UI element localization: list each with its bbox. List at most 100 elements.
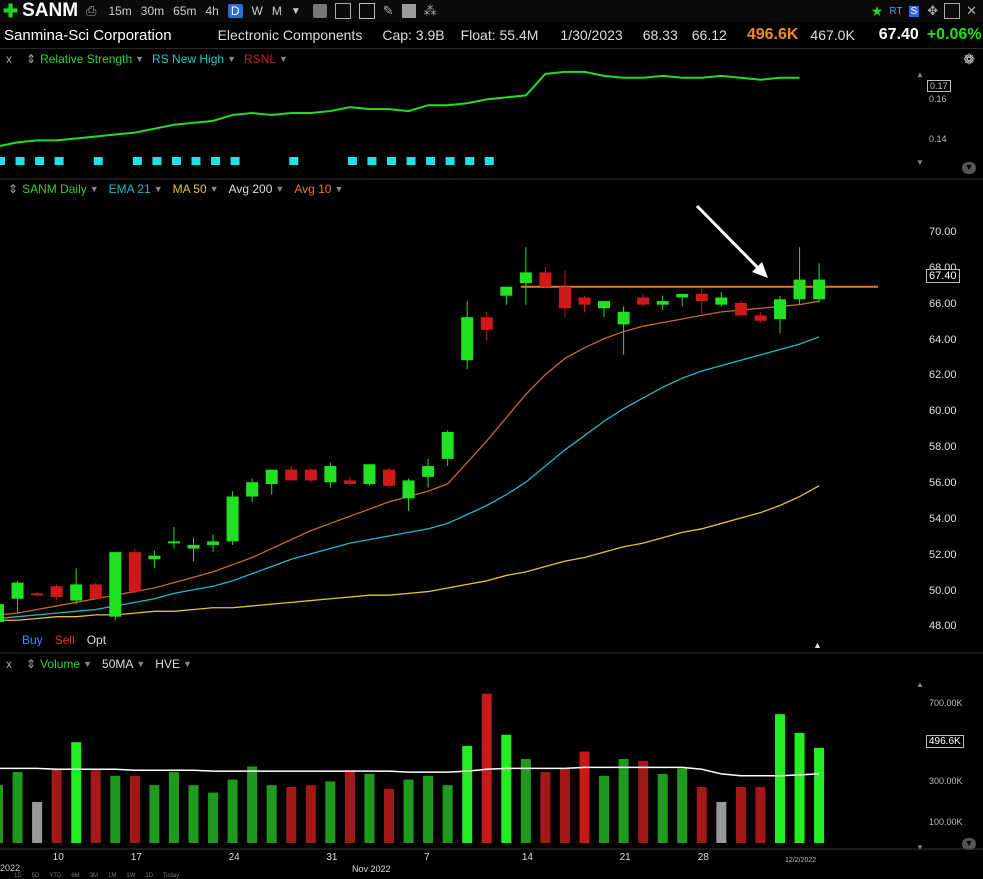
rs-new-high-marker (35, 157, 45, 165)
candle-body (207, 541, 220, 545)
timeframe-d[interactable]: D (227, 4, 243, 18)
volume-panel-close[interactable]: x (6, 657, 12, 671)
volume-collapse-icon[interactable]: ▼ (962, 838, 976, 850)
volume-bar (559, 768, 570, 843)
timeframe-4h[interactable]: 4h (205, 4, 219, 18)
period-button[interactable]: Today (163, 873, 180, 879)
volume-bar (775, 714, 785, 843)
collapse-up-icon[interactable]: ▲ (813, 640, 822, 650)
timeframe-w[interactable]: W (251, 4, 263, 18)
period-button[interactable]: 1D (145, 873, 154, 879)
rs-new-high-marker (289, 157, 299, 165)
calculator-icon[interactable] (358, 3, 375, 19)
move-icon[interactable]: ✥ (927, 3, 939, 18)
ma50-label[interactable]: MA 50 (172, 182, 207, 196)
rs-axis-label: 0.17 (927, 80, 951, 92)
price-axis-label: 66.00 (929, 297, 957, 310)
volume-bar (442, 785, 453, 843)
sell-button[interactable]: Sell (54, 633, 75, 647)
period-button[interactable]: YTD (49, 873, 62, 879)
avg10-label[interactable]: Avg 10 (294, 182, 332, 196)
sanm-daily-label[interactable]: SANM Daily (22, 182, 87, 196)
volume-scroll-down[interactable]: ▼ (916, 843, 924, 852)
candle-body (637, 297, 650, 305)
plus-icon[interactable]: ✚ (3, 0, 19, 21)
candle-body (187, 544, 200, 549)
period-button[interactable]: 5D (31, 873, 40, 879)
avg200-label[interactable]: Avg 200 (228, 182, 273, 196)
volume-50ma-label[interactable]: 50MA (102, 657, 134, 671)
rs-new-high-marker (93, 157, 103, 165)
volume-bar (305, 785, 316, 843)
candle-body (734, 302, 747, 316)
volume-bar (716, 801, 727, 843)
candle-body (148, 555, 161, 560)
rs-collapse-icon[interactable]: ▼ (962, 162, 976, 174)
rs-panel-close[interactable]: x (6, 52, 12, 66)
volume-bar (618, 759, 629, 843)
timeframe-m[interactable]: M (271, 4, 282, 18)
s-icon[interactable]: S (908, 5, 920, 17)
timeframe-65m[interactable]: 65m (173, 4, 197, 18)
candle-body (422, 466, 435, 477)
chart-type-icon[interactable] (312, 4, 327, 18)
window-icon[interactable] (944, 3, 961, 19)
change-percent: +0.06% (926, 26, 982, 43)
rs-new-high-marker (367, 157, 377, 165)
volume-panel-header: x ⇕ Volume ▼ 50MA ▼ HVE ▼ (6, 657, 192, 671)
period-button[interactable]: 6M (71, 873, 80, 879)
date-axis-label: 7 (424, 852, 430, 863)
rs-new-high-marker (152, 157, 162, 165)
palette-icon[interactable]: ❁ (963, 50, 975, 67)
period-button[interactable]: 3M (89, 873, 99, 879)
ema21-label[interactable]: EMA 21 (108, 182, 151, 196)
date-axis-label: 17 (130, 852, 142, 863)
rt-icon[interactable]: RT (889, 5, 903, 17)
candle-icon[interactable] (334, 3, 351, 19)
rs-new-high-marker (484, 157, 494, 165)
volume-bar (344, 770, 355, 843)
rs-scroll-down[interactable]: ▼ (916, 158, 924, 167)
date-axis-label: 28 (697, 852, 709, 863)
period-button[interactable]: 1D (14, 873, 22, 879)
volume-sort-icon[interactable]: ⇕ (26, 657, 37, 671)
period-button[interactable]: 1W (126, 873, 136, 879)
volume-scroll-up[interactable]: ▲ (916, 680, 924, 689)
industry: Electronic Components (217, 27, 363, 43)
candle-body (109, 552, 122, 617)
candle-body (383, 469, 395, 486)
volume-bar (188, 785, 199, 843)
hve-label[interactable]: HVE (155, 657, 180, 671)
pencil-icon[interactable]: ✎ (382, 3, 394, 18)
opt-button[interactable]: Opt (86, 633, 107, 647)
rs-sort-icon[interactable]: ⇕ (26, 52, 37, 66)
quote-info-bar: Sanmina-Sci Corporation Electronic Compo… (0, 22, 983, 49)
period-button[interactable]: 1M (108, 873, 117, 879)
year-label: 2022 (0, 863, 21, 873)
chevron-down-icon[interactable]: ▼ (290, 5, 301, 17)
buy-button[interactable]: Buy (22, 633, 43, 647)
volume-bar (286, 787, 297, 843)
rs-new-high-label[interactable]: RS New High (152, 52, 225, 66)
month-label: Nov 2022 (352, 864, 391, 874)
rs-scroll-up[interactable]: ▲ (916, 70, 924, 79)
star-icon[interactable]: ★ (870, 2, 884, 19)
price-sort-icon[interactable]: ⇕ (8, 182, 19, 196)
timeframe-30m[interactable]: 30m (140, 4, 165, 18)
print-icon[interactable]: ⎙ (86, 3, 97, 18)
layers-icon[interactable] (401, 4, 416, 18)
volume-bar (51, 768, 62, 843)
close-icon[interactable]: ✕ (966, 3, 977, 18)
symbol-label[interactable]: SANM (22, 0, 79, 21)
volume-bar (579, 751, 590, 843)
volume-value: 496.6K (746, 26, 799, 43)
date-axis-label: 10 (52, 852, 64, 863)
volume-axis-label: 100.00K (929, 817, 963, 827)
rsnl-label[interactable]: RSNL (244, 52, 277, 66)
relative-strength-label[interactable]: Relative Strength (40, 52, 133, 66)
price-axis-label: 48.00 (929, 620, 957, 633)
share-icon[interactable]: ⁂ (423, 3, 437, 18)
timeframe-15m[interactable]: 15m (108, 4, 132, 18)
volume-label[interactable]: Volume (40, 657, 81, 671)
